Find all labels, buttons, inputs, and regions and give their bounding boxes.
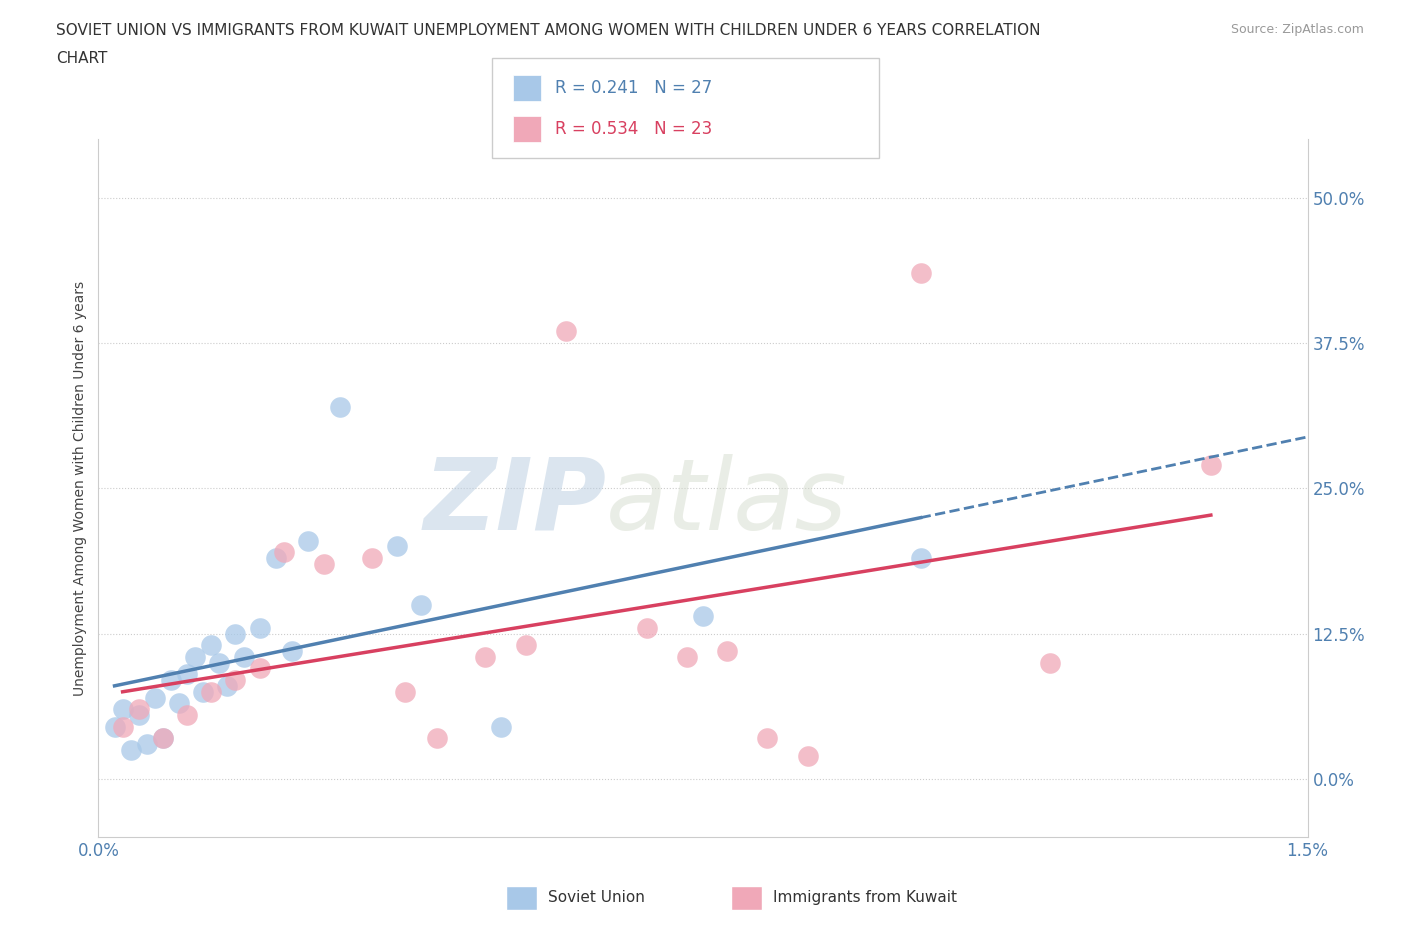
Point: [224, 672, 246, 687]
Point: [176, 708, 198, 723]
Point: [426, 731, 449, 746]
Point: [797, 748, 820, 763]
Point: [111, 719, 134, 734]
Point: [249, 661, 271, 676]
Point: [314, 556, 336, 571]
Point: [515, 638, 537, 653]
Point: [474, 649, 496, 664]
Point: [394, 684, 416, 699]
Point: [636, 620, 658, 635]
Point: [910, 266, 932, 281]
Point: [385, 539, 408, 554]
Point: [281, 644, 304, 658]
Point: [1199, 458, 1222, 472]
Point: [200, 638, 222, 653]
Point: [1039, 655, 1062, 670]
Point: [329, 400, 352, 415]
Text: CHART: CHART: [56, 51, 108, 66]
Y-axis label: Unemployment Among Women with Children Under 6 years: Unemployment Among Women with Children U…: [73, 281, 87, 696]
Point: [361, 551, 384, 565]
Text: ZIP: ZIP: [423, 454, 606, 551]
Point: [716, 644, 738, 658]
Point: [143, 690, 166, 705]
Point: [167, 696, 190, 711]
Point: [297, 533, 319, 548]
Point: [409, 597, 432, 612]
Point: [152, 731, 174, 746]
Point: [676, 649, 699, 664]
Point: [111, 701, 134, 716]
Point: [217, 679, 239, 694]
Text: SOVIET UNION VS IMMIGRANTS FROM KUWAIT UNEMPLOYMENT AMONG WOMEN WITH CHILDREN UN: SOVIET UNION VS IMMIGRANTS FROM KUWAIT U…: [56, 23, 1040, 38]
Point: [756, 731, 779, 746]
Point: [249, 620, 271, 635]
Point: [692, 609, 714, 624]
Point: [135, 737, 157, 751]
Point: [200, 684, 222, 699]
Point: [224, 626, 246, 641]
Text: Soviet Union: Soviet Union: [548, 890, 645, 906]
Text: R = 0.241   N = 27: R = 0.241 N = 27: [555, 79, 713, 98]
Point: [152, 731, 174, 746]
Point: [232, 649, 254, 664]
Point: [264, 551, 287, 565]
Point: [103, 719, 125, 734]
Text: atlas: atlas: [606, 454, 848, 551]
Point: [910, 551, 932, 565]
Point: [273, 545, 295, 560]
Point: [128, 701, 150, 716]
Point: [555, 324, 578, 339]
Point: [208, 655, 231, 670]
Point: [120, 742, 142, 757]
Point: [491, 719, 513, 734]
Text: R = 0.534   N = 23: R = 0.534 N = 23: [555, 120, 713, 139]
Text: Source: ZipAtlas.com: Source: ZipAtlas.com: [1230, 23, 1364, 36]
Point: [184, 649, 207, 664]
Point: [176, 667, 198, 682]
Point: [160, 672, 183, 687]
Point: [128, 708, 150, 723]
Point: [193, 684, 215, 699]
Text: Immigrants from Kuwait: Immigrants from Kuwait: [773, 890, 957, 906]
